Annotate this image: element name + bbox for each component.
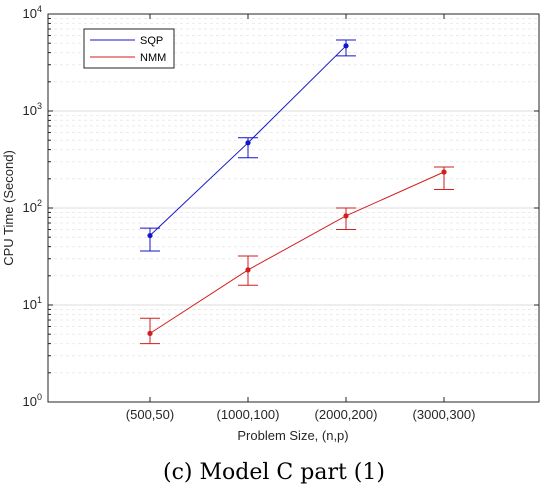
x-axis: (500,50) (1000,100) (2000,200) (3000,300): [126, 14, 476, 422]
data-point-sqp: [245, 140, 251, 146]
series-layer: [140, 39, 454, 345]
x-tick-label: (1000,100): [217, 407, 280, 422]
y-tick-label: 103: [23, 101, 42, 118]
data-point-nmm: [147, 330, 153, 336]
data-point-sqp: [147, 232, 153, 239]
y-tick-label: 100: [23, 392, 42, 409]
legend-label-nmm: NMM: [140, 52, 166, 64]
y-tick-label: 101: [23, 295, 42, 312]
legend-box: [83, 28, 175, 69]
data-point-nmm: [343, 213, 349, 219]
y-tick-label: 104: [23, 4, 42, 21]
x-tick-label: (2000,200): [315, 407, 378, 422]
legend: SQP NMM: [83, 28, 175, 69]
data-point-sqp: [343, 43, 349, 49]
data-point-nmm: [245, 267, 251, 273]
series-sqp: [140, 39, 356, 252]
x-axis-label: Problem Size, (n,p): [237, 428, 348, 443]
y-axis-label: CPU Time (Second): [1, 150, 16, 266]
grid: [48, 17, 539, 403]
series-line-nmm: [149, 171, 445, 334]
series-nmm: [140, 166, 454, 345]
x-tick-label: (3000,300): [413, 407, 476, 422]
figure-caption: (c) Model C part (1): [163, 460, 385, 485]
chart: 100 101 102 103 104 (500,50) (1000,100) (2000,…: [1, 4, 540, 443]
y-axis: 100 101 102 103 104: [23, 4, 539, 409]
x-tick-label: (500,50): [126, 407, 174, 422]
legend-label-sqp: SQP: [140, 35, 163, 47]
y-tick-label: 102: [23, 198, 42, 215]
data-point-nmm: [441, 169, 447, 175]
